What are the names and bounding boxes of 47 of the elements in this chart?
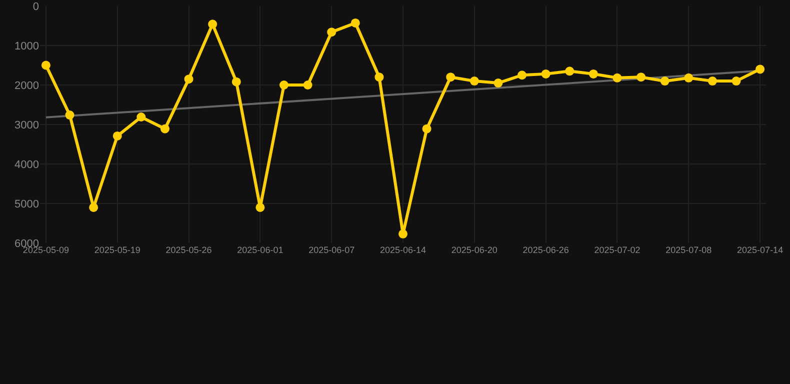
point xyxy=(160,124,170,134)
point xyxy=(232,77,241,86)
point xyxy=(136,112,146,122)
point xyxy=(756,64,765,74)
point xyxy=(41,60,50,70)
point xyxy=(208,20,218,29)
point xyxy=(565,66,574,76)
point xyxy=(89,202,98,212)
point xyxy=(518,70,527,80)
point xyxy=(303,80,312,90)
x-tick-label: 2025-07-08 xyxy=(666,245,712,255)
point xyxy=(422,124,432,134)
y-tick-label: 1000 xyxy=(14,40,39,52)
point xyxy=(470,76,479,86)
y-tick-label: 0 xyxy=(32,0,39,13)
point xyxy=(327,28,336,37)
point xyxy=(636,72,646,82)
y-tick-label: 3000 xyxy=(14,119,39,132)
point xyxy=(350,18,360,28)
point xyxy=(65,110,74,120)
y-tick-label: 5000 xyxy=(14,198,39,210)
point xyxy=(612,73,622,82)
x-tick-label: 2025-06-01 xyxy=(237,245,284,255)
x-tick-label: 2025-06-07 xyxy=(308,245,355,255)
point xyxy=(588,69,598,78)
point xyxy=(494,78,503,88)
point xyxy=(112,131,122,140)
point xyxy=(279,80,288,90)
x-tick-label: 2025-07-14 xyxy=(737,245,784,255)
x-tick-label: 2025-06-26 xyxy=(522,245,569,255)
point xyxy=(374,72,384,82)
x-tick-label: 2025-05-26 xyxy=(166,245,212,255)
point xyxy=(398,229,408,238)
y-tick-label: 4000 xyxy=(14,158,39,171)
point xyxy=(732,76,741,86)
point xyxy=(684,73,694,82)
x-tick-label: 2025-05-19 xyxy=(94,245,140,255)
point xyxy=(256,202,265,212)
y-tick-label: 2000 xyxy=(14,80,39,92)
point xyxy=(660,76,670,86)
point xyxy=(446,72,456,82)
x-tick-label: 2025-06-20 xyxy=(451,245,498,255)
point xyxy=(708,76,717,86)
point xyxy=(541,69,550,78)
x-tick-label: 2025-07-02 xyxy=(594,245,640,255)
point xyxy=(184,74,194,84)
x-tick-label: 2025-06-14 xyxy=(380,245,426,255)
